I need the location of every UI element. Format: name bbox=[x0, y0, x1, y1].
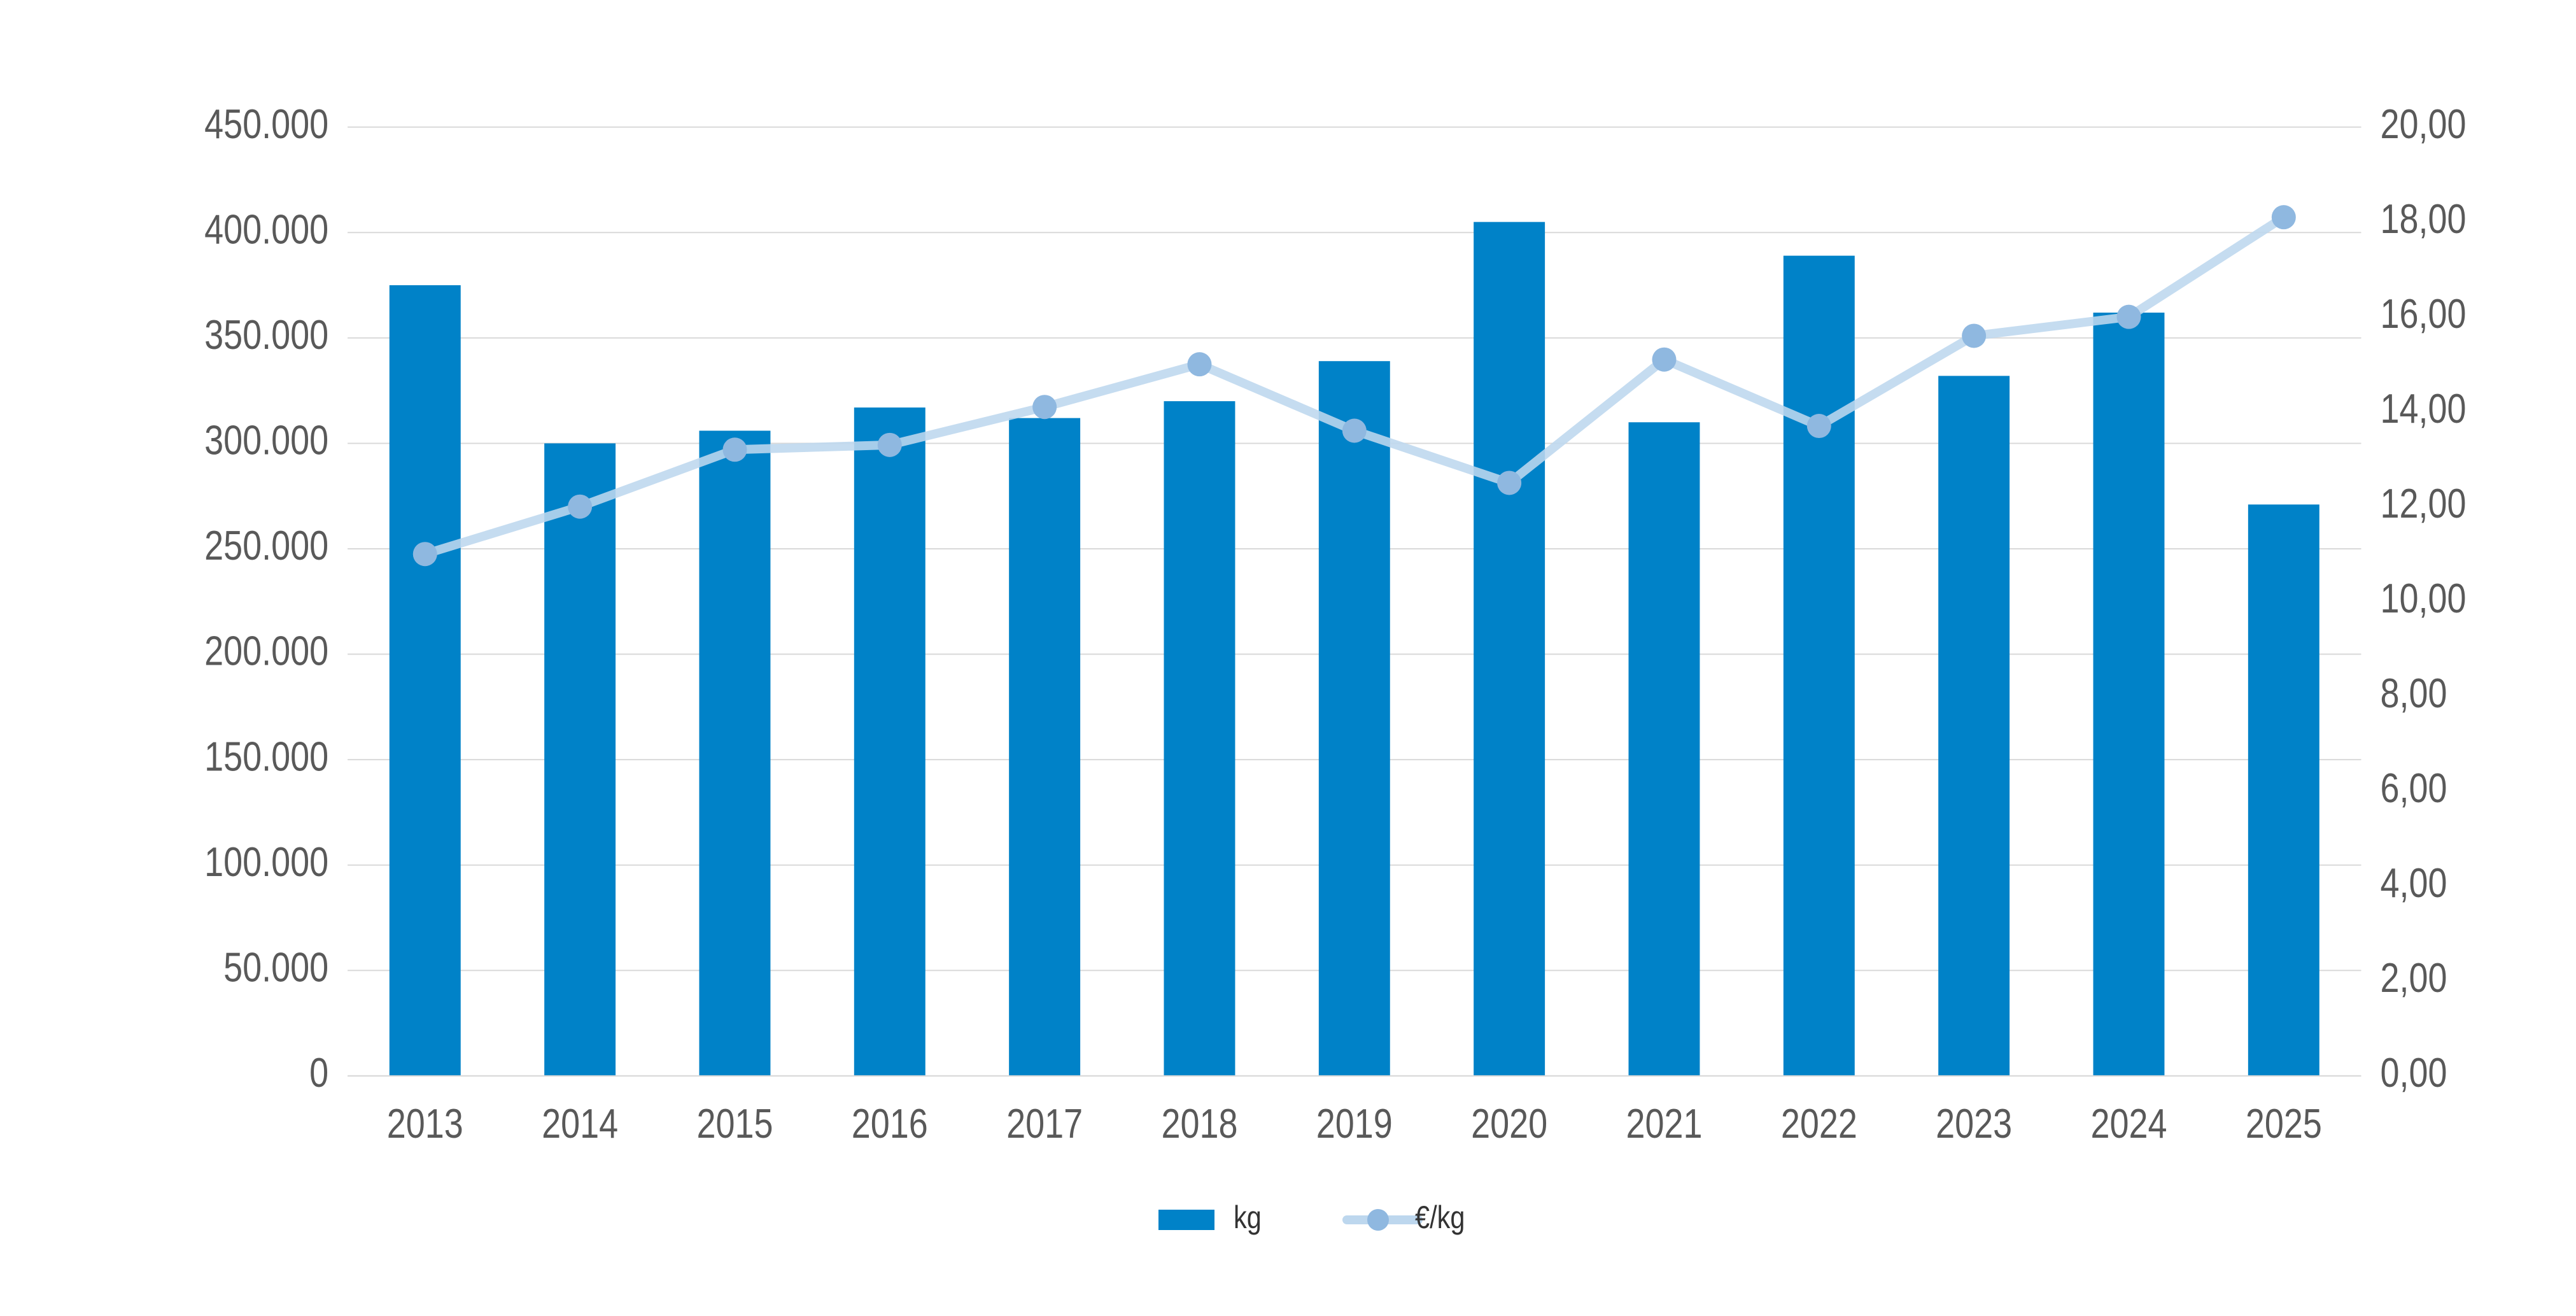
svg-text:150.000: 150.000 bbox=[204, 733, 328, 780]
svg-text:2017: 2017 bbox=[1006, 1100, 1083, 1147]
svg-text:2015: 2015 bbox=[696, 1100, 773, 1147]
svg-text:4,00: 4,00 bbox=[2381, 860, 2447, 906]
svg-text:450.000: 450.000 bbox=[204, 101, 328, 147]
svg-text:kg: kg bbox=[1234, 1199, 1262, 1236]
svg-text:300.000: 300.000 bbox=[204, 417, 328, 463]
svg-text:14,00: 14,00 bbox=[2381, 385, 2467, 432]
svg-text:2021: 2021 bbox=[1626, 1100, 1702, 1147]
svg-text:20,00: 20,00 bbox=[2381, 101, 2467, 147]
svg-text:2019: 2019 bbox=[1316, 1100, 1393, 1147]
svg-text:250.000: 250.000 bbox=[204, 522, 328, 569]
svg-text:18,00: 18,00 bbox=[2381, 195, 2467, 242]
svg-text:12,00: 12,00 bbox=[2381, 480, 2467, 527]
svg-text:6,00: 6,00 bbox=[2381, 765, 2447, 811]
svg-text:2022: 2022 bbox=[1781, 1100, 1857, 1147]
svg-text:100.000: 100.000 bbox=[204, 838, 328, 885]
svg-text:10,00: 10,00 bbox=[2381, 575, 2467, 621]
svg-text:200.000: 200.000 bbox=[204, 628, 328, 674]
svg-text:2023: 2023 bbox=[1936, 1100, 2012, 1147]
svg-text:16,00: 16,00 bbox=[2381, 290, 2467, 337]
svg-text:0,00: 0,00 bbox=[2381, 1049, 2447, 1096]
svg-text:€/kg: €/kg bbox=[1415, 1199, 1465, 1236]
svg-text:2,00: 2,00 bbox=[2381, 954, 2447, 1001]
svg-text:2025: 2025 bbox=[2246, 1100, 2322, 1147]
svg-text:2020: 2020 bbox=[1471, 1100, 1547, 1147]
svg-text:2013: 2013 bbox=[387, 1100, 463, 1147]
svg-text:0: 0 bbox=[309, 1049, 328, 1096]
svg-text:350.000: 350.000 bbox=[204, 311, 328, 358]
svg-text:50.000: 50.000 bbox=[223, 944, 328, 991]
svg-text:2016: 2016 bbox=[852, 1100, 928, 1147]
svg-text:8,00: 8,00 bbox=[2381, 670, 2447, 716]
svg-text:400.000: 400.000 bbox=[204, 206, 328, 253]
svg-text:2014: 2014 bbox=[542, 1100, 618, 1147]
svg-text:2024: 2024 bbox=[2090, 1100, 2167, 1147]
svg-text:2018: 2018 bbox=[1161, 1100, 1237, 1147]
